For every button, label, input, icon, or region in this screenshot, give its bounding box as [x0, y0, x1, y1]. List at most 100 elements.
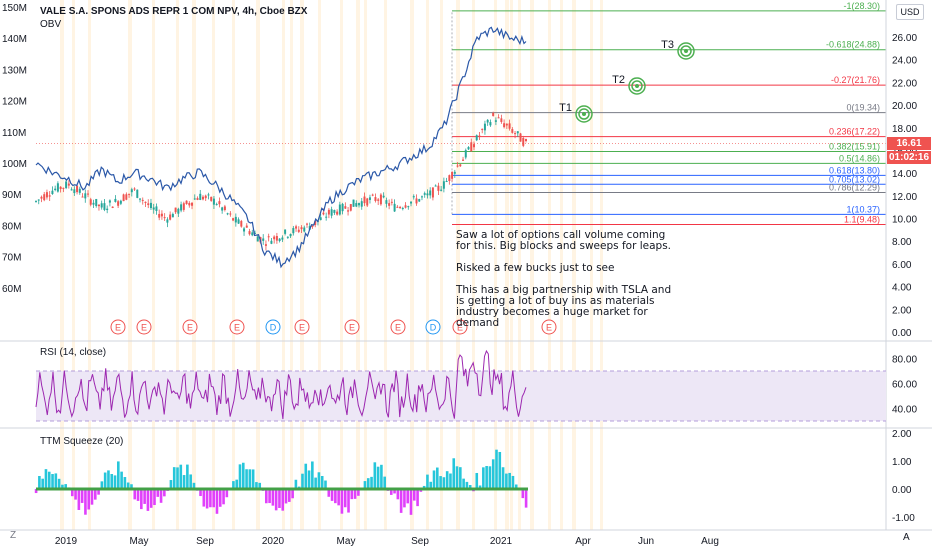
event-marker[interactable] [344, 319, 360, 335]
candle-body [420, 196, 423, 198]
obv-axis-tick: 100M [2, 159, 27, 170]
candle-body [516, 131, 519, 134]
squeeze-bar [495, 449, 498, 489]
squeeze-bar [70, 489, 74, 497]
candle-body [472, 144, 475, 148]
zoom-icon[interactable]: Z [10, 530, 17, 541]
squeeze-bar [153, 489, 156, 506]
candle-body [171, 213, 174, 218]
candle-body [256, 236, 259, 242]
candle-body [379, 194, 382, 205]
candle-body [341, 203, 344, 212]
session-band [72, 0, 75, 530]
event-marker[interactable] [265, 319, 281, 335]
fib-label: 1(10.37) [846, 204, 880, 214]
squeeze-bar [182, 475, 186, 489]
candle-body [270, 240, 273, 244]
squeeze-bar [376, 466, 380, 489]
candle-body [149, 202, 152, 209]
squeeze-bar [268, 489, 271, 504]
squeeze-bar [370, 476, 373, 489]
candle-body [103, 203, 106, 210]
squeeze-bar [248, 469, 252, 489]
squeeze-bar [363, 481, 367, 489]
candle-body [363, 196, 366, 204]
candle-body [470, 142, 473, 152]
squeeze-bar [452, 458, 456, 489]
currency-button[interactable]: USD [896, 4, 924, 20]
squeeze-bar [340, 489, 344, 514]
candle-body [322, 212, 325, 215]
candle-body [223, 206, 226, 211]
squeeze-bar [186, 464, 189, 489]
event-marker[interactable] [294, 319, 310, 335]
price-axis[interactable]: 26.0024.0022.0020.0018.0016.0014.0012.00… [892, 33, 917, 339]
target-ring[interactable] [628, 77, 646, 95]
session-band [600, 0, 603, 530]
obv-indicator-label[interactable]: OBV [40, 19, 62, 30]
squeeze-bar [117, 461, 120, 489]
target-ring[interactable] [677, 42, 695, 60]
session-band [282, 0, 285, 530]
fib-retracement[interactable]: -1(28.30) -0.618(24.88) -0.27(21.76) 0(19.3… [451, 1, 886, 225]
squeeze-bar [255, 482, 258, 489]
candle-body [92, 202, 95, 205]
rsi-title[interactable]: RSI (14, close) [40, 347, 107, 358]
event-marker[interactable] [452, 319, 468, 335]
squeeze-bar [291, 489, 294, 499]
squeeze-bar [498, 451, 502, 489]
fib-label: 0.786(12.29) [829, 183, 880, 193]
session-band [548, 0, 551, 530]
event-marker[interactable] [390, 319, 406, 335]
event-marker[interactable] [182, 319, 198, 335]
candle-body [314, 220, 317, 225]
squeeze-bar [373, 462, 377, 489]
squeeze-bar [347, 489, 350, 513]
squeeze-bar [90, 489, 94, 505]
candle-body [243, 228, 246, 232]
candle-body [253, 232, 256, 234]
candle-body [152, 207, 155, 210]
squeeze-bar [324, 480, 327, 489]
candle-body [169, 214, 172, 220]
session-band [318, 0, 321, 530]
event-marker[interactable] [110, 319, 126, 335]
event-marker-label: D [270, 323, 277, 333]
session-band [128, 0, 132, 530]
candle-body [128, 193, 131, 195]
squeeze-bar [393, 489, 396, 494]
auto-scale-button[interactable]: A [903, 532, 910, 543]
candle-body [111, 206, 114, 208]
session-band [290, 0, 293, 530]
candle-body [122, 194, 125, 202]
candle-body [133, 188, 136, 190]
squeeze-bar [130, 484, 133, 489]
session-band [560, 0, 563, 530]
time-axis-tick: Jun [638, 536, 654, 547]
candle-body [196, 198, 199, 200]
candle-body [300, 227, 303, 230]
candle-body [234, 216, 237, 223]
event-marker[interactable] [541, 319, 557, 335]
candle-body [440, 189, 443, 191]
squeeze-bar [222, 489, 225, 505]
ttm-axis: 2.00 1.00 0.00 -1.00 [892, 429, 915, 524]
squeeze-bar [399, 489, 403, 513]
candle-body [407, 206, 410, 208]
target-markers[interactable]: T1 T2 T3 [559, 39, 695, 123]
event-marker[interactable] [425, 319, 441, 335]
target-center [635, 84, 639, 88]
price-axis-tick: 18.00 [892, 124, 917, 135]
time-axis[interactable]: 2019 May Sep 2020 May Sep 2021 Apr Jun Aug [55, 536, 719, 547]
event-marker[interactable] [136, 319, 152, 335]
candle-body [54, 188, 57, 191]
squeeze-bar [459, 467, 462, 489]
squeeze-bar [353, 489, 357, 499]
squeeze-bar [343, 489, 347, 508]
ttm-title[interactable]: TTM Squeeze (20) [40, 436, 124, 447]
candle-body [117, 201, 120, 206]
target-ring[interactable] [575, 105, 593, 123]
event-marker[interactable] [229, 319, 245, 335]
